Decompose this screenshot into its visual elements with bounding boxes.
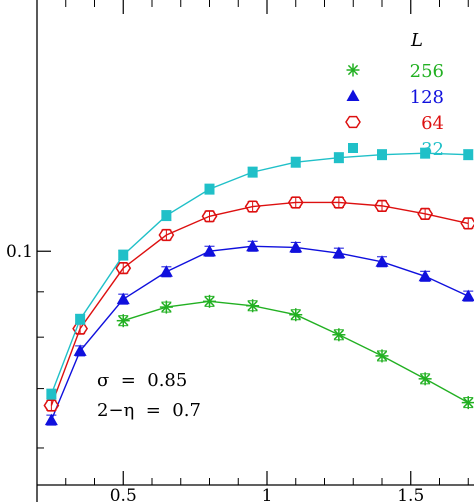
- legend-entry-64: 64: [345, 113, 444, 134]
- data-point: [244, 200, 261, 213]
- data-point: [289, 308, 303, 322]
- data-point: [290, 157, 301, 168]
- y-tick-label: 0.1: [6, 242, 33, 262]
- data-series: [43, 147, 474, 426]
- data-point: [418, 372, 432, 386]
- data-point: [116, 292, 130, 305]
- data-point: [204, 184, 215, 195]
- data-point: [247, 167, 258, 178]
- data-point: [159, 265, 173, 277]
- data-point: [116, 314, 130, 328]
- x-tick-label: 1.5: [397, 486, 424, 502]
- data-point: [161, 210, 172, 221]
- data-point: [118, 250, 129, 261]
- legend-marker: [348, 143, 358, 153]
- annotations: σ = 0.85 2−η = 0.7: [97, 370, 201, 421]
- legend-title: L: [410, 30, 423, 51]
- data-point: [460, 217, 474, 230]
- data-point: [333, 152, 344, 163]
- legend-marker: [346, 89, 360, 101]
- data-point: [75, 314, 86, 325]
- data-point: [159, 300, 173, 314]
- data-point: [203, 294, 216, 308]
- legend-label: 32: [421, 139, 444, 160]
- series-256: [116, 294, 474, 410]
- series-64: [43, 196, 474, 412]
- data-point: [374, 199, 390, 212]
- series-128: [44, 239, 474, 426]
- data-point: [289, 240, 303, 253]
- series-32: [46, 147, 474, 400]
- data-point: [461, 289, 474, 302]
- x-tick-label: 1: [262, 486, 273, 502]
- data-point: [420, 148, 431, 159]
- legend-items: 256 128 64 32: [345, 61, 444, 160]
- legend-entry-256: 256: [346, 61, 444, 82]
- data-point: [375, 349, 389, 363]
- data-point: [463, 149, 474, 160]
- legend-marker: [346, 63, 360, 77]
- legend-label: 256: [410, 61, 444, 82]
- data-point: [203, 244, 216, 257]
- data-point: [417, 207, 434, 220]
- data-point: [375, 255, 389, 267]
- legend-entry-32: 32: [348, 139, 444, 160]
- data-point: [377, 149, 387, 160]
- data-point: [73, 344, 87, 356]
- legend-label: 128: [410, 87, 444, 108]
- data-point: [246, 239, 260, 252]
- data-point: [332, 328, 346, 342]
- data-point: [115, 262, 132, 275]
- data-point: [44, 413, 58, 426]
- data-point: [287, 196, 304, 209]
- data-point: [461, 396, 474, 410]
- data-point: [330, 196, 347, 209]
- data-point: [332, 246, 346, 259]
- data-point: [246, 299, 260, 313]
- legend-label: 64: [421, 113, 444, 134]
- legend-marker: [345, 115, 361, 129]
- data-point: [418, 269, 432, 282]
- x-tick-label: 0.5: [110, 486, 137, 502]
- series-line: [50, 152, 469, 395]
- data-point: [43, 399, 60, 412]
- series-line: [50, 245, 469, 421]
- data-point: [201, 210, 218, 223]
- axis-ticks: 0.5 1 1.5 0.1: [6, 0, 469, 502]
- annotation-eta: 2−η = 0.7: [97, 400, 201, 421]
- data-point: [46, 389, 57, 400]
- annotation-sigma: σ = 0.85: [97, 370, 187, 391]
- legend-entry-128: 128: [346, 87, 444, 108]
- legend: L 256 128 64 32: [345, 30, 444, 160]
- data-point: [158, 228, 175, 242]
